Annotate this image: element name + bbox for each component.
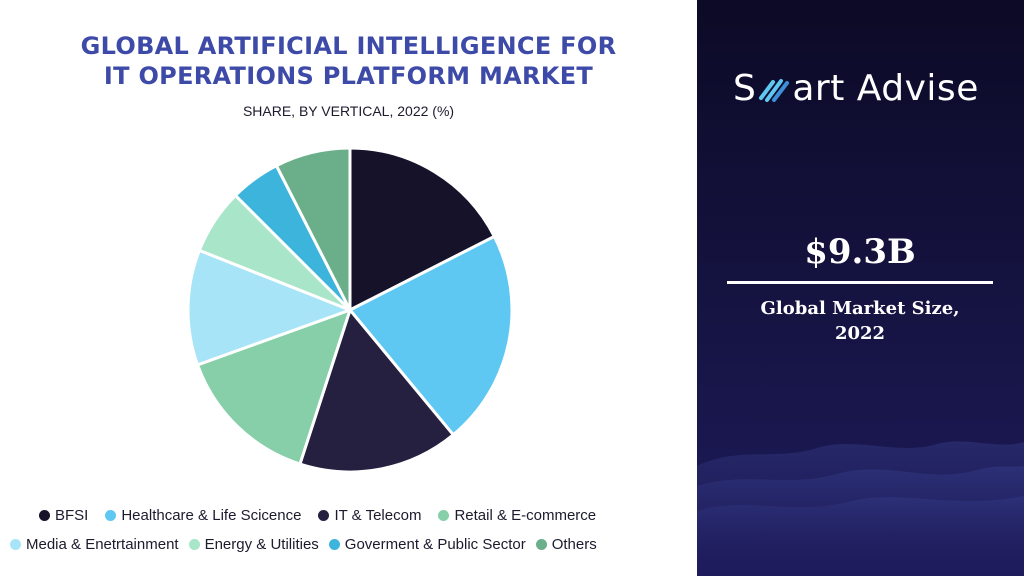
pie-chart	[186, 146, 514, 474]
legend-label: Healthcare & Life Scicence	[121, 507, 302, 524]
legend-swatch	[328, 539, 340, 550]
legend-label: Others	[551, 536, 597, 553]
legend-swatch	[188, 539, 200, 550]
legend-label: BFSI	[55, 507, 89, 524]
legend-row-2: Media & Enetrtainment Energy & Utilities G…	[10, 536, 607, 553]
legend-row-1: BFSI Healthcare & Life Scicence IT & Telec…	[39, 507, 613, 524]
legend-label: Energy & Utilities	[204, 536, 319, 553]
legend-swatch	[318, 510, 330, 521]
pie-slice-others	[274, 146, 352, 312]
chart-subtitle: SHARE, BY VERTICAL, 2022 (%)	[242, 103, 455, 119]
pie-slice-retail-e-commerce	[196, 308, 352, 466]
legend-item-media-enetrtainment: Media & Enetrtainment	[10, 536, 179, 553]
brand-prefix: S	[733, 68, 757, 109]
legend-item-bfsi: BFSI	[39, 507, 88, 524]
wave-decoration	[697, 441, 1024, 576]
pie-slice-healthcare-life-scicence	[348, 234, 514, 437]
pie-slice-bfsi	[348, 146, 496, 312]
legend-swatch	[10, 539, 21, 550]
legend-label: Retail & E-commerce	[454, 507, 597, 524]
market-caption: Global Market Size, 2022	[727, 296, 993, 346]
divider	[727, 281, 993, 284]
legend-swatch	[535, 539, 547, 550]
brand-logo: S art Advise	[733, 68, 979, 109]
market-caption-line-1: Global Market Size,	[760, 298, 960, 319]
legend-item-retail-e-commerce: Retail & E-commerce	[438, 507, 596, 524]
legend-label: IT & Telecom	[334, 507, 422, 524]
legend-swatch	[39, 510, 50, 521]
legend-label: Goverment & Public Sector	[344, 536, 526, 553]
legend-swatch	[438, 510, 450, 521]
legend-item-others: Others	[535, 536, 597, 553]
chart-title-line-1: GLOBAL ARTIFICIAL INTELLIGENCE FOR	[80, 32, 617, 60]
legend-swatch	[105, 510, 117, 521]
chart-title-line-2: IT OPERATIONS PLATFORM MARKET	[103, 62, 594, 90]
pie-slice-media-enetrtainment	[186, 248, 352, 367]
legend-item-healthcare-life-scicence: Healthcare & Life Scicence	[105, 507, 301, 524]
market-value: $9.3B	[804, 232, 916, 272]
legend-item-energy-utilities: Energy & Utilities	[188, 536, 319, 553]
legend-item-goverment-public-sector: Goverment & Public Sector	[328, 536, 526, 553]
market-caption-line-2: 2022	[834, 323, 886, 344]
info-panel: S art Advise $9.3B Global Market Size, 2…	[697, 0, 1024, 576]
chart-panel: GLOBAL ARTIFICIAL INTELLIGENCE FOR IT OP…	[0, 31, 697, 553]
striped-m-icon	[759, 78, 790, 102]
legend-label: Media & Enetrtainment	[26, 536, 179, 553]
chart-title: GLOBAL ARTIFICIAL INTELLIGENCE FOR IT OP…	[0, 31, 697, 91]
legend-item-it-telecom: IT & Telecom	[318, 507, 421, 524]
brand-suffix: art Advise	[792, 68, 979, 109]
